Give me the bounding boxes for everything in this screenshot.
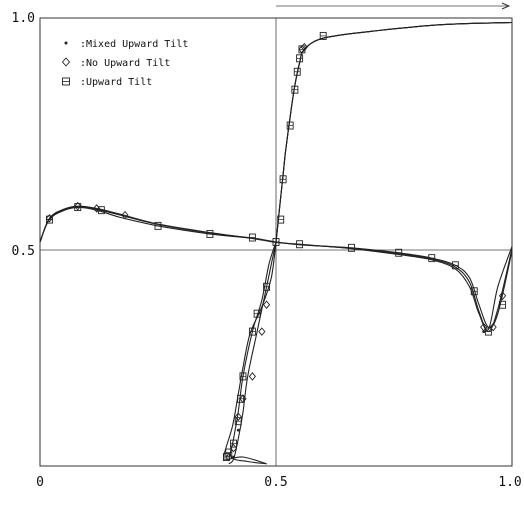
- series-line-1-vertical-2: [275, 21, 513, 243]
- square-marker-2: [97, 206, 105, 215]
- marker-layer: [45, 31, 507, 462]
- square-marker-5: [248, 233, 256, 242]
- square-marker-25: [248, 327, 256, 336]
- dot-marker-2: [232, 455, 235, 459]
- y-tick-label-1: 1.0: [12, 11, 35, 26]
- square-marker-14: [272, 238, 280, 246]
- legend-item-upward-tilt: :Upward Tilt: [62, 77, 152, 88]
- square-marker-23: [263, 282, 271, 291]
- square-marker-27: [237, 394, 245, 403]
- square-marker-22: [319, 31, 327, 40]
- y-tick-label-0: 0.5: [12, 244, 35, 259]
- legend-item-mixed-upward-tilt: :Mixed Upward Tilt: [64, 39, 188, 50]
- square-marker-12: [484, 327, 492, 336]
- dot-marker-1: [236, 428, 240, 432]
- series-line-1-vertical-1: [223, 241, 277, 465]
- series-line-2-vertical-2: [275, 21, 513, 243]
- square-marker-4: [206, 229, 214, 238]
- square-marker-3: [154, 221, 162, 230]
- square-marker-8: [395, 248, 403, 257]
- x-tick-label-0: 0: [36, 475, 44, 490]
- square-marker-31: [222, 453, 230, 461]
- legend-dot-marker: [64, 41, 68, 45]
- square-marker-26: [239, 372, 247, 381]
- square-marker-1: [74, 203, 82, 212]
- x-axis-ticks: 0 0.5 1.0: [36, 475, 522, 490]
- square-marker-13: [499, 300, 507, 309]
- square-marker-29: [230, 439, 237, 448]
- square-marker-0: [45, 215, 53, 224]
- square-marker-11: [470, 287, 478, 296]
- square-marker-21: [298, 45, 306, 54]
- series-line-3-vertical-1: [228, 241, 277, 465]
- legend-diamond-marker: [61, 57, 71, 67]
- square-marker-15: [277, 215, 285, 224]
- square-marker-17: [286, 121, 294, 130]
- x-tick-label-2: 1.0: [498, 475, 521, 490]
- diamond-marker-4: [480, 322, 488, 332]
- square-marker-9: [428, 254, 436, 263]
- legend-item-no-upward-tilt: :No Upward Tilt: [61, 57, 170, 69]
- square-marker-28: [234, 417, 242, 426]
- dot-marker-0: [482, 330, 486, 333]
- legend: :Mixed Upward Tilt :No Upward Tilt :Upwa…: [61, 39, 188, 88]
- diamond-marker-3: [121, 210, 129, 220]
- square-marker-19: [293, 67, 301, 76]
- square-marker-6: [296, 240, 304, 249]
- diamond-marker-6: [498, 291, 507, 301]
- square-marker-16: [279, 175, 287, 184]
- diamond-marker-8: [258, 327, 266, 336]
- square-marker-10: [451, 261, 459, 270]
- legend-label-mixed-upward-tilt: :Mixed Upward Tilt: [80, 39, 188, 50]
- diamond-marker-0: [45, 213, 54, 223]
- legend-label-no-upward-tilt: :No Upward Tilt: [80, 58, 170, 69]
- diamond-marker-9: [248, 372, 256, 381]
- square-marker-30: [225, 448, 233, 457]
- x-tick-label-1: 0.5: [264, 475, 287, 490]
- square-marker-7: [348, 243, 355, 252]
- square-marker-20: [296, 54, 304, 63]
- square-marker-24: [253, 309, 261, 318]
- y-axis-ticks: 0.5 1.0: [12, 11, 35, 259]
- diamond-marker-1: [74, 201, 82, 211]
- top-arrow-head: [501, 2, 511, 10]
- diamond-marker-5: [489, 322, 497, 332]
- diamond-marker-11: [234, 412, 242, 422]
- square-marker-18: [291, 85, 299, 94]
- diamond-marker-7: [262, 300, 271, 310]
- legend-label-upward-tilt: :Upward Tilt: [80, 77, 152, 88]
- series-line-3-vertical-2: [275, 21, 513, 243]
